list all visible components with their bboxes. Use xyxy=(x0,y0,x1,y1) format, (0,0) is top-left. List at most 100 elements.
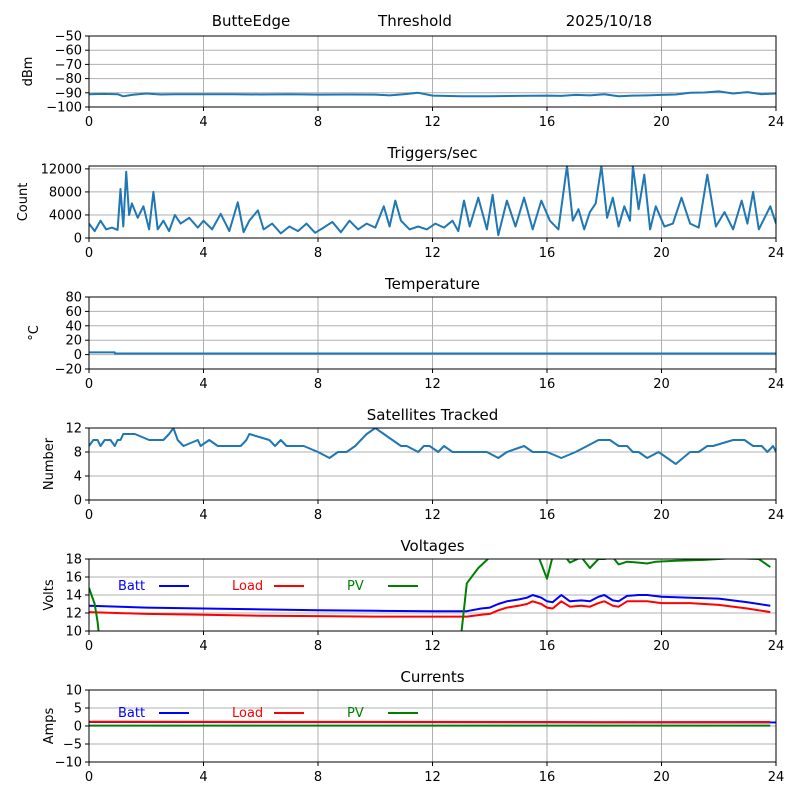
panel-title: Triggers/sec xyxy=(387,144,478,162)
legend-label-batt: Batt xyxy=(118,579,145,594)
panel-satellites: 0 4 8 12 16 20 24 0 4 8 12 Satellites Tracked Number xyxy=(42,406,784,523)
x-tick-label: 0 xyxy=(85,246,93,261)
station-name: ButteEdge xyxy=(212,12,291,30)
legend-label-pv: PV xyxy=(347,706,364,721)
x-tick-label: 16 xyxy=(539,246,556,261)
y-tick-label: −80 xyxy=(55,72,82,87)
y-tick-label: 10 xyxy=(65,625,82,640)
panel-title: Voltages xyxy=(400,537,464,555)
panel-voltages: 0 4 8 12 16 20 24 10 12 14 16 18 Voltages Volts Batt Lo… xyxy=(42,537,784,654)
y-tick-label: −90 xyxy=(55,86,82,101)
panel-title: Temperature xyxy=(384,275,480,293)
x-tick-label: 24 xyxy=(768,770,785,785)
x-tick-label: 12 xyxy=(424,115,441,130)
x-tick-label: 20 xyxy=(653,639,670,654)
x-tick-label: 16 xyxy=(539,639,556,654)
panel-title: Currents xyxy=(400,668,464,686)
x-tick-label: 8 xyxy=(314,770,322,785)
x-tick-label: 0 xyxy=(85,377,93,392)
series-line-triggers xyxy=(89,166,776,237)
panel-threshold: 0 4 8 12 16 20 24 −100−90−80−70−60−50 dBm xyxy=(21,30,784,131)
x-tick-label: 16 xyxy=(539,377,556,392)
series-line-satellites xyxy=(89,428,776,465)
y-tick-label: −10 xyxy=(55,756,82,771)
y-tick-label: 0 xyxy=(74,232,82,247)
panel-title: Satellites Tracked xyxy=(367,406,498,424)
y-axis-label: Number xyxy=(42,437,57,490)
x-tick-label: 12 xyxy=(424,377,441,392)
y-tick-label: 20 xyxy=(65,334,82,349)
y-tick-label: 12 xyxy=(65,422,82,437)
y-tick-label: 8 xyxy=(74,446,82,461)
x-tick-label: 0 xyxy=(85,770,93,785)
legend-label-load: Load xyxy=(232,579,263,594)
y-tick-label: 40 xyxy=(65,319,82,334)
x-tick-label: 8 xyxy=(314,115,322,130)
y-tick-label: 5 xyxy=(74,702,82,717)
x-tick-label: 16 xyxy=(539,115,556,130)
y-tick-label: 60 xyxy=(65,305,82,320)
series-line-threshold xyxy=(89,90,776,98)
x-tick-label: 12 xyxy=(424,770,441,785)
x-tick-label: 4 xyxy=(199,246,207,261)
y-tick-label: −50 xyxy=(55,30,82,45)
legend-label-pv: PV xyxy=(347,579,364,594)
y-tick-label: 8000 xyxy=(49,185,82,200)
x-tick-label: 0 xyxy=(85,115,93,130)
y-tick-label: 80 xyxy=(65,291,82,306)
y-axis-label: °C xyxy=(27,325,42,341)
x-tick-label: 20 xyxy=(653,770,670,785)
x-tick-label: 4 xyxy=(199,639,207,654)
x-tick-label: 20 xyxy=(653,377,670,392)
plot-mode: Threshold xyxy=(377,12,452,30)
x-tick-label: 20 xyxy=(653,508,670,523)
y-tick-label: 4000 xyxy=(49,208,82,223)
x-tick-label: 0 xyxy=(85,508,93,523)
x-tick-label: 24 xyxy=(768,246,785,261)
series-line-load xyxy=(89,720,771,724)
y-tick-label: 16 xyxy=(65,571,82,586)
series-line-pv xyxy=(89,559,771,631)
y-tick-label: −5 xyxy=(63,738,82,753)
y-tick-label: 4 xyxy=(74,470,82,485)
y-tick-label: 10 xyxy=(65,684,82,699)
legend-label-load: Load xyxy=(232,706,263,721)
x-tick-label: 24 xyxy=(768,508,785,523)
y-tick-label: −70 xyxy=(55,58,82,73)
x-tick-label: 20 xyxy=(653,115,670,130)
x-tick-label: 24 xyxy=(768,639,785,654)
x-tick-label: 4 xyxy=(199,770,207,785)
x-tick-label: 16 xyxy=(539,508,556,523)
y-tick-label: −100 xyxy=(46,101,82,116)
x-tick-label: 8 xyxy=(314,508,322,523)
series-line-temperature xyxy=(89,351,776,355)
y-axis-label: Amps xyxy=(42,707,57,744)
panel-triggers: 0 4 8 12 16 20 24 0 4000 8000 12000 Triggers/sec Cou… xyxy=(16,144,784,261)
y-tick-label: −60 xyxy=(55,44,82,59)
x-tick-label: 16 xyxy=(539,770,556,785)
legend-label-batt: Batt xyxy=(118,706,145,721)
x-tick-label: 0 xyxy=(85,639,93,654)
x-tick-label: 12 xyxy=(424,508,441,523)
series-line-batt xyxy=(89,594,771,613)
x-tick-label: 24 xyxy=(768,115,785,130)
y-tick-label: −20 xyxy=(55,363,82,378)
y-tick-label: 12 xyxy=(65,607,82,622)
x-tick-label: 8 xyxy=(314,377,322,392)
plot-date: 2025/10/18 xyxy=(566,12,652,30)
y-axis-label: Volts xyxy=(42,579,57,611)
y-tick-label: 0 xyxy=(74,494,82,509)
y-tick-label: 0 xyxy=(74,720,82,735)
x-tick-label: 12 xyxy=(424,639,441,654)
x-tick-label: 12 xyxy=(424,246,441,261)
x-tick-label: 4 xyxy=(199,508,207,523)
y-tick-label: 12000 xyxy=(41,162,82,177)
x-tick-label: 8 xyxy=(314,246,322,261)
series-line-load xyxy=(89,600,771,618)
x-tick-label: 8 xyxy=(314,639,322,654)
y-axis-label: Count xyxy=(16,183,31,222)
y-tick-label: 14 xyxy=(65,589,82,604)
x-tick-label: 20 xyxy=(653,246,670,261)
